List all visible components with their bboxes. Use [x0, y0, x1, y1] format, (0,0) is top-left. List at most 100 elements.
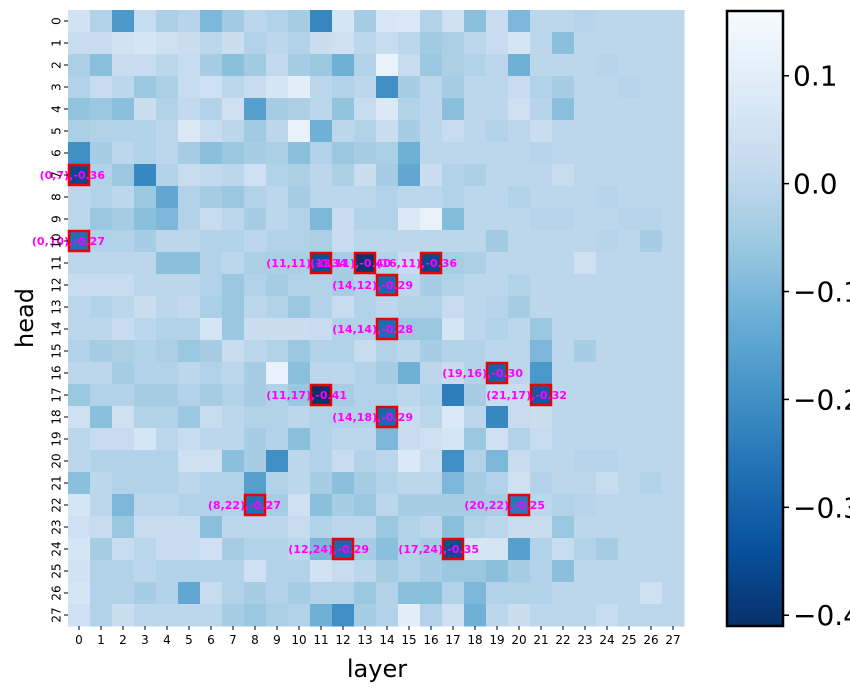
heatmap-cell [618, 10, 641, 33]
heatmap-cell [354, 538, 377, 561]
heatmap-cell [310, 472, 333, 495]
heatmap-cell [552, 560, 575, 583]
heatmap-cell [376, 76, 399, 99]
heatmap-cell [618, 208, 641, 231]
heatmap-cell [618, 98, 641, 121]
heatmap-cell [178, 164, 201, 187]
heatmap-cell [200, 274, 223, 297]
heatmap-cell [354, 230, 377, 253]
heatmap-cell [376, 54, 399, 77]
heatmap-cell [178, 494, 201, 517]
heatmap-cell [464, 538, 487, 561]
heatmap-cell [618, 252, 641, 275]
heatmap-cell [134, 142, 157, 165]
x-tick-label: 22 [555, 633, 570, 647]
heatmap-cell [464, 494, 487, 517]
heatmap-cell [574, 98, 597, 121]
heatmap-cell [266, 274, 289, 297]
heatmap-cell [266, 230, 289, 253]
heatmap-cell [310, 494, 333, 517]
heatmap-cell [442, 274, 465, 297]
heatmap-cell [222, 76, 245, 99]
heatmap-cell [134, 120, 157, 143]
heatmap-cell [662, 76, 685, 99]
heatmap-cell [222, 450, 245, 473]
heatmap-cell [640, 76, 663, 99]
heatmap-cell [244, 10, 267, 33]
heatmap-cell [244, 494, 267, 517]
heatmap-cell [420, 208, 443, 231]
heatmap-cell [288, 494, 311, 517]
heatmap-cell [442, 428, 465, 451]
colorbar-tick-label: 0.1 [793, 60, 838, 93]
heatmap-cell [552, 406, 575, 429]
heatmap-cell [618, 538, 641, 561]
heatmap-cell [508, 538, 531, 561]
x-tick-label: 3 [141, 633, 149, 647]
heatmap-cell [398, 494, 421, 517]
heatmap-cell [332, 164, 355, 187]
heatmap-cell [618, 472, 641, 495]
heatmap-cell [508, 274, 531, 297]
heatmap-cell [552, 428, 575, 451]
heatmap-cell [112, 450, 135, 473]
heatmap-cell [288, 428, 311, 451]
heatmap-cell [464, 318, 487, 341]
heatmap-cell [486, 384, 509, 407]
heatmap-cell [486, 494, 509, 517]
x-tick-label: 13 [357, 633, 372, 647]
heatmap-cell [156, 296, 179, 319]
heatmap-cell [134, 406, 157, 429]
heatmap-cell [464, 208, 487, 231]
heatmap-cell [398, 472, 421, 495]
y-tick-label: 17 [50, 387, 64, 402]
heatmap-cell [464, 384, 487, 407]
heatmap-cell [156, 32, 179, 55]
highlight-label: (14,14),-0.28 [332, 323, 413, 336]
heatmap-cell [266, 604, 289, 627]
heatmap-cell [200, 362, 223, 385]
heatmap-cell [266, 10, 289, 33]
heatmap-cell [376, 406, 399, 429]
x-tick-label: 18 [467, 633, 482, 647]
heatmap-cell [596, 406, 619, 429]
heatmap-cell [288, 296, 311, 319]
heatmap-cell [134, 208, 157, 231]
heatmap-cell [244, 538, 267, 561]
heatmap-cell [376, 296, 399, 319]
heatmap-cell [662, 384, 685, 407]
heatmap-cell [156, 516, 179, 539]
heatmap-cell [398, 296, 421, 319]
heatmap-cell [354, 296, 377, 319]
heatmap-cell [398, 54, 421, 77]
heatmap-cell [90, 164, 113, 187]
heatmap-cell [266, 76, 289, 99]
heatmap-cell [398, 406, 421, 429]
highlight-box [529, 383, 553, 407]
heatmap-cell [662, 274, 685, 297]
y-tick-label: 21 [50, 475, 64, 490]
heatmap-cell [398, 450, 421, 473]
heatmap-cell [530, 450, 553, 473]
heatmap-cell [596, 318, 619, 341]
heatmap-cell [200, 494, 223, 517]
heatmap-cell [332, 230, 355, 253]
heatmap-cell [596, 472, 619, 495]
highlight-label: (17,24),-0.35 [398, 543, 479, 556]
heatmap-cell [640, 164, 663, 187]
heatmap-cell [574, 54, 597, 77]
heatmap-cell [90, 340, 113, 363]
heatmap-cell [310, 582, 333, 605]
heatmap-cell [640, 318, 663, 341]
heatmap-cell [90, 274, 113, 297]
heatmap-cell [310, 604, 333, 627]
heatmap-cell [530, 164, 553, 187]
heatmap-cell [134, 98, 157, 121]
heatmap-cell [332, 54, 355, 77]
x-tick-label: 4 [163, 633, 171, 647]
y-tick-label: 13 [50, 299, 64, 314]
heatmap-cell [266, 582, 289, 605]
x-tick-label: 2 [119, 633, 127, 647]
heatmap-cell [200, 450, 223, 473]
heatmap-cell [222, 252, 245, 275]
